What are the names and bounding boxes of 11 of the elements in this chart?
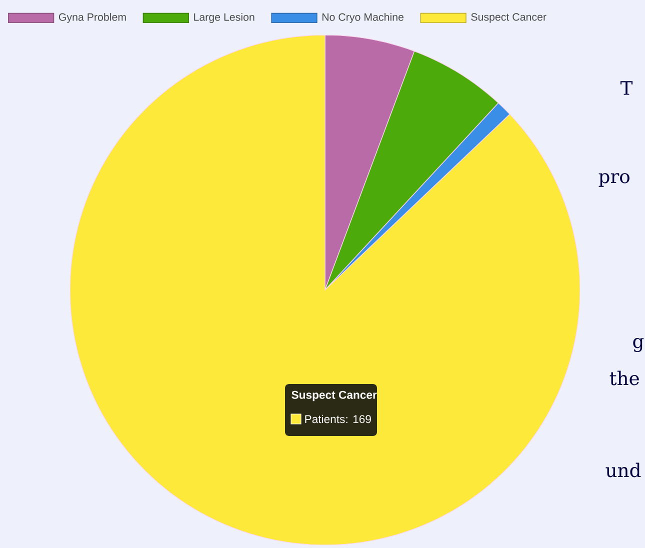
category-label: Suspect Cancer bbox=[471, 13, 546, 23]
text: the bbox=[610, 370, 639, 386]
slice-label: Suspect Cancer bbox=[292, 390, 377, 402]
legend-label: Large Lesion bbox=[194, 13, 254, 23]
text: pro bbox=[598, 173, 630, 187]
text: T bbox=[620, 81, 633, 95]
text: Patients: 169 bbox=[305, 414, 371, 424]
text: g bbox=[633, 338, 644, 352]
legend-label: No Cryo Machine bbox=[322, 13, 404, 23]
legend-label: Gyna Problem bbox=[58, 13, 126, 23]
text: und bbox=[606, 462, 641, 478]
